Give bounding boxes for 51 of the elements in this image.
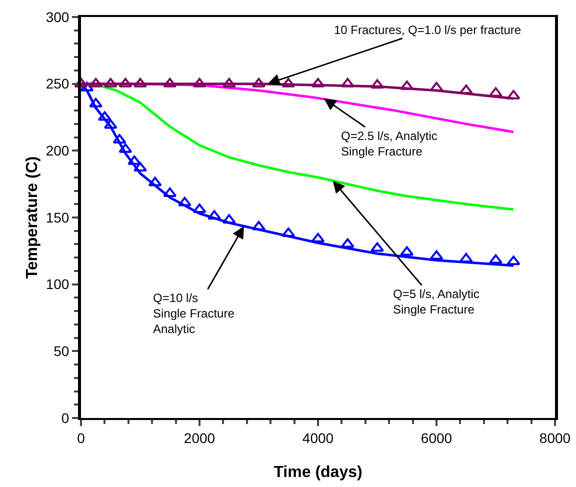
x-tick-label: 8000 <box>539 430 571 446</box>
x-tick-label: 4000 <box>302 430 334 446</box>
point <box>163 78 177 88</box>
point <box>118 78 132 88</box>
point <box>178 196 192 206</box>
point <box>222 78 236 88</box>
point <box>282 228 296 238</box>
y-axis-title: Temperature (C) <box>24 156 41 279</box>
x-tick-label: 2000 <box>184 430 216 446</box>
point <box>89 98 103 108</box>
point <box>104 78 118 88</box>
point <box>222 214 236 224</box>
annotation: Q=5 l/s, Analytic Single Fracture <box>393 287 480 317</box>
point <box>118 143 132 153</box>
point <box>459 252 473 262</box>
point <box>148 176 162 186</box>
point <box>128 155 142 165</box>
y-tick-label: 250 <box>46 76 70 92</box>
y-tick-label: 150 <box>46 209 70 226</box>
point <box>112 134 126 144</box>
point <box>430 250 444 260</box>
x-axis-title: Time (days) <box>274 464 362 481</box>
annotation: Q=10 l/s Single Fracture Analytic <box>153 291 235 336</box>
x-tick-label: 0 <box>77 430 86 446</box>
point <box>98 111 112 121</box>
point <box>104 119 118 129</box>
point <box>192 78 206 88</box>
point <box>400 80 414 90</box>
point <box>80 82 94 92</box>
point <box>340 78 354 88</box>
point <box>506 90 520 100</box>
point <box>459 84 473 94</box>
point <box>311 232 325 242</box>
annotation: Q=2.5 l/s, Analytic Single Fracture <box>341 129 438 159</box>
annotation: 10 Fractures, Q=1.0 l/s per fracture <box>334 23 522 37</box>
y-tick-label: 0 <box>61 410 70 426</box>
y-tick-label: 300 <box>46 8 70 25</box>
y-tick-label: 200 <box>46 142 70 159</box>
y-tick-label: 100 <box>46 276 70 292</box>
y-tick-label: 50 <box>54 343 70 360</box>
point <box>192 203 206 213</box>
point <box>311 78 325 88</box>
point <box>208 210 222 220</box>
point <box>506 256 520 266</box>
point <box>163 187 177 197</box>
point <box>282 78 296 88</box>
point <box>340 238 354 248</box>
point <box>400 246 414 256</box>
x-tick-label: 6000 <box>420 430 452 446</box>
point <box>89 78 103 88</box>
point <box>430 82 444 92</box>
